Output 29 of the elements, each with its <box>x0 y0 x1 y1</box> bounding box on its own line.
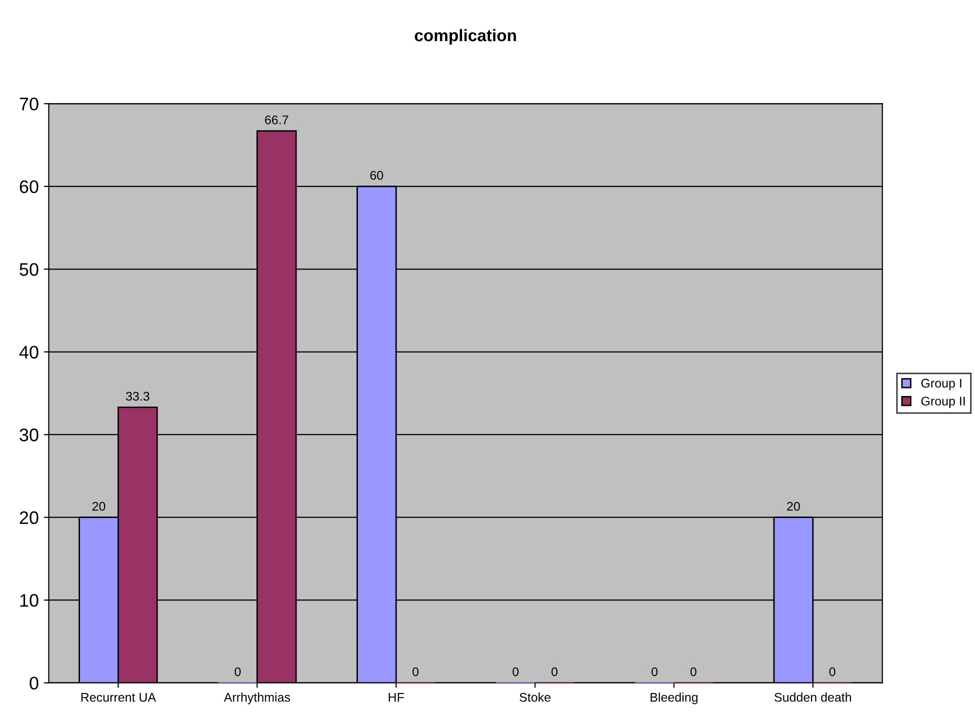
chart-title: complication <box>414 29 516 45</box>
y-tick-label: 10 <box>20 594 38 607</box>
y-tick-label: 20 <box>20 511 38 524</box>
data-label: 0 <box>829 667 836 676</box>
legend-label: Group II <box>921 396 965 408</box>
data-label: 60 <box>370 170 384 180</box>
y-tick-label: 0 <box>30 676 38 690</box>
data-label: 20 <box>92 502 106 511</box>
x-tick-label: Arrhythmias <box>224 692 290 704</box>
data-label: 0 <box>690 667 696 676</box>
y-tick-label: 50 <box>20 263 38 276</box>
data-label: 0 <box>551 667 558 676</box>
legend-label: Group I <box>921 378 962 390</box>
data-label: 66.7 <box>265 115 288 124</box>
y-tick-label: 60 <box>20 180 38 194</box>
x-tick-label: Stoke <box>520 692 550 702</box>
data-label: 33.3 <box>126 392 150 401</box>
x-tick-label: Sudden death <box>774 692 852 702</box>
x-tick-label: Recurrent UA <box>81 693 156 702</box>
y-tick-label: 40 <box>19 346 38 359</box>
y-tick-label: 70 <box>20 98 38 110</box>
y-tick-label: 30 <box>20 428 38 442</box>
x-tick-label: Bleeding <box>650 692 698 704</box>
x-tick-label: HF <box>388 693 404 702</box>
data-label: 0 <box>512 667 519 676</box>
data-label: 0 <box>234 667 241 676</box>
data-label: 20 <box>787 502 800 511</box>
data-label: 0 <box>412 667 419 676</box>
data-label: 0 <box>652 667 658 676</box>
